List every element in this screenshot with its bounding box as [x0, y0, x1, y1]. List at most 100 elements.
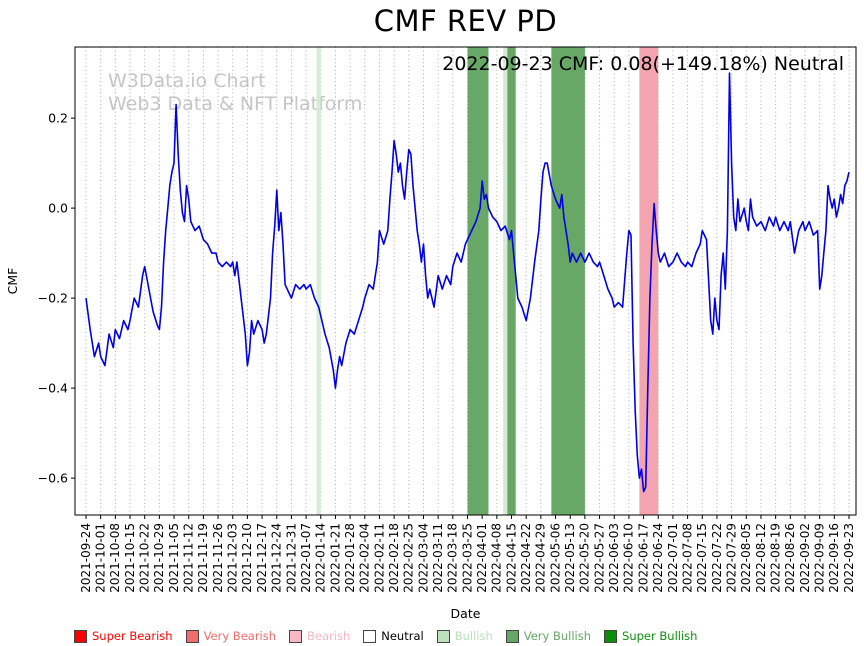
svg-text:0.0: 0.0: [48, 200, 68, 215]
plot-border: [74, 46, 857, 516]
svg-text:2022-05-13: 2022-05-13: [563, 523, 577, 593]
legend-item-very-bullish: Very Bullish: [505, 629, 592, 643]
x-axis-label: Date: [451, 606, 481, 621]
legend-swatch-bearish: [289, 629, 303, 643]
svg-text:2021-12-24: 2021-12-24: [270, 523, 284, 593]
legend-item-super-bullish: Super Bullish: [604, 629, 697, 643]
svg-text:2021-12-10: 2021-12-10: [240, 523, 254, 593]
svg-text:2022-09-02: 2022-09-02: [798, 523, 812, 593]
svg-text:2021-10-01: 2021-10-01: [94, 523, 108, 593]
svg-text:2021-11-26: 2021-11-26: [211, 523, 225, 593]
svg-text:2022-01-07: 2022-01-07: [299, 523, 313, 593]
svg-text:2022-02-25: 2022-02-25: [402, 523, 416, 593]
legend-item-bearish: Bearish: [289, 629, 350, 643]
legend-swatch-very-bullish: [505, 629, 519, 643]
svg-text:2022-04-22: 2022-04-22: [519, 523, 533, 593]
svg-text:2022-06-24: 2022-06-24: [651, 523, 665, 593]
svg-text:2022-04-01: 2022-04-01: [475, 523, 489, 593]
watermark-line1: W3Data.io Chart: [108, 70, 266, 92]
svg-text:2021-12-31: 2021-12-31: [284, 523, 298, 593]
legend-item-super-bearish: Super Bearish: [74, 629, 173, 643]
svg-text:2022-06-17: 2022-06-17: [636, 523, 650, 593]
svg-text:2022-05-27: 2022-05-27: [592, 523, 606, 593]
legend-label-super-bearish: Super Bearish: [92, 629, 173, 643]
band-very-bullish: [467, 47, 489, 515]
svg-text:2021-10-22: 2021-10-22: [138, 523, 152, 593]
svg-text:2022-09-09: 2022-09-09: [812, 523, 826, 593]
legend-label-very-bullish: Very Bullish: [523, 629, 592, 643]
svg-text:2022-03-04: 2022-03-04: [416, 523, 430, 593]
svg-text:2021-10-08: 2021-10-08: [108, 523, 122, 593]
legend-swatch-super-bullish: [604, 629, 618, 643]
svg-text:2022-09-16: 2022-09-16: [827, 523, 841, 593]
svg-text:2021-12-17: 2021-12-17: [255, 523, 269, 593]
signal-bands: [316, 47, 659, 515]
svg-text:2022-08-12: 2022-08-12: [754, 523, 768, 593]
svg-text:2022-08-19: 2022-08-19: [768, 523, 782, 593]
svg-text:2021-11-05: 2021-11-05: [167, 523, 181, 593]
legend-label-neutral: Neutral: [381, 629, 424, 643]
band-bullish: [316, 47, 321, 515]
legend-swatch-bullish: [436, 629, 450, 643]
svg-text:−0.6: −0.6: [38, 470, 68, 485]
svg-text:2022-06-03: 2022-06-03: [607, 523, 621, 593]
y-axis-label: CMF: [5, 268, 20, 295]
legend-swatch-neutral: [363, 629, 377, 643]
legend-swatch-very-bearish: [185, 629, 199, 643]
legend-label-bullish: Bullish: [454, 629, 493, 643]
svg-text:2021-11-19: 2021-11-19: [196, 523, 210, 593]
svg-text:2022-04-15: 2022-04-15: [504, 523, 518, 593]
svg-text:2022-02-18: 2022-02-18: [387, 523, 401, 593]
svg-text:2022-03-18: 2022-03-18: [446, 523, 460, 593]
legend-label-super-bullish: Super Bullish: [622, 629, 698, 643]
svg-text:2022-06-10: 2022-06-10: [622, 523, 636, 593]
svg-text:2022-04-08: 2022-04-08: [490, 523, 504, 593]
svg-text:2022-09-23: 2022-09-23: [842, 523, 856, 593]
band-very-bullish: [551, 47, 585, 515]
legend-item-very-bearish: Very Bearish: [185, 629, 277, 643]
svg-text:2022-07-08: 2022-07-08: [680, 523, 694, 593]
svg-text:2022-05-20: 2022-05-20: [578, 523, 592, 593]
x-axis-ticks: 2021-09-24 2021-10-01 2021-10-08 2021-10-15…: [79, 515, 856, 593]
legend-label-bearish: Bearish: [307, 629, 351, 643]
svg-text:2022-05-06: 2022-05-06: [548, 523, 562, 593]
svg-text:2022-07-15: 2022-07-15: [695, 523, 709, 593]
legend-item-neutral: Neutral: [363, 629, 424, 643]
svg-text:2022-02-11: 2022-02-11: [372, 523, 386, 593]
svg-text:2022-08-05: 2022-08-05: [739, 523, 753, 593]
svg-text:2022-01-21: 2022-01-21: [328, 523, 342, 593]
svg-text:2022-07-22: 2022-07-22: [710, 523, 724, 593]
svg-text:2021-09-24: 2021-09-24: [79, 523, 93, 593]
legend-item-bullish: Bullish: [436, 629, 493, 643]
svg-text:2022-03-25: 2022-03-25: [460, 523, 474, 593]
svg-text:2022-08-26: 2022-08-26: [783, 523, 797, 593]
svg-text:2022-01-28: 2022-01-28: [343, 523, 357, 593]
svg-text:−0.4: −0.4: [38, 380, 68, 395]
band-bullish: [503, 47, 508, 515]
cmf-line: [85, 72, 850, 493]
legend-label-very-bearish: Very Bearish: [203, 629, 277, 643]
svg-text:0.2: 0.2: [48, 110, 68, 125]
watermark-line2: Web3 Data & NFT Platform: [108, 93, 363, 115]
svg-text:2022-03-11: 2022-03-11: [431, 523, 445, 593]
svg-text:2021-10-15: 2021-10-15: [123, 523, 137, 593]
y-axis-ticks: 0.2 0.0 −0.2 −0.4 −0.6: [38, 110, 75, 485]
svg-text:2022-01-14: 2022-01-14: [314, 523, 328, 593]
band-very-bullish: [507, 47, 516, 515]
svg-text:2022-04-29: 2022-04-29: [534, 523, 548, 593]
watermark: W3Data.io Chart Web3 Data & NFT Platform: [108, 70, 362, 116]
svg-text:2021-11-12: 2021-11-12: [182, 523, 196, 593]
svg-text:2022-02-04: 2022-02-04: [358, 523, 372, 593]
svg-text:2022-07-01: 2022-07-01: [666, 523, 680, 593]
svg-text:2022-07-29: 2022-07-29: [724, 523, 738, 593]
svg-text:2021-12-03: 2021-12-03: [226, 523, 240, 593]
band-bearish: [639, 47, 659, 515]
legend: Super Bearish Very Bearish Bearish Neutral B…: [74, 629, 697, 643]
svg-text:2021-10-29: 2021-10-29: [152, 523, 166, 593]
page-title: CMF REV PD: [373, 4, 558, 38]
svg-text:−0.2: −0.2: [38, 290, 68, 305]
latest-value-annotation: 2022-09-23 CMF: 0.08(+149.18%) Neutral: [442, 53, 844, 75]
legend-swatch-super-bearish: [74, 629, 87, 643]
